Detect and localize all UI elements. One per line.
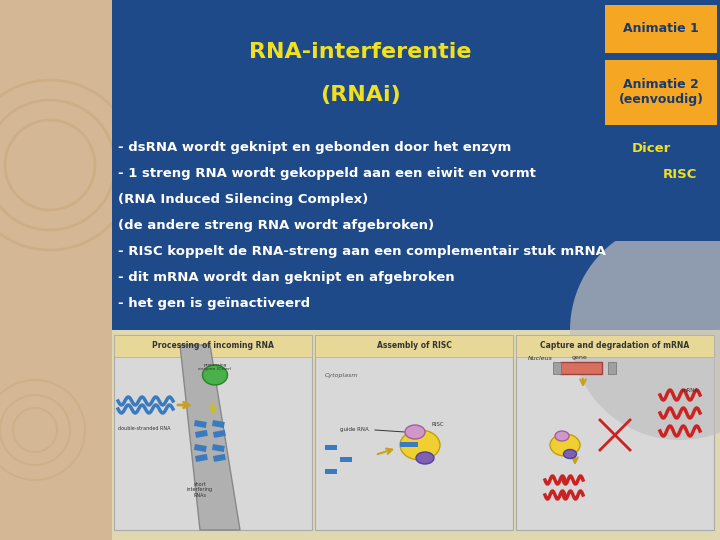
Bar <box>608 362 616 374</box>
Bar <box>213 454 226 462</box>
Text: Nucleus: Nucleus <box>528 355 553 361</box>
Ellipse shape <box>564 449 577 458</box>
Text: - dsRNA wordt geknipt en gebonden door het enzym: - dsRNA wordt geknipt en gebonden door h… <box>118 141 516 154</box>
Bar <box>195 430 208 438</box>
Bar <box>114 335 312 530</box>
Bar <box>325 469 337 474</box>
Bar <box>605 5 717 53</box>
Text: Processing of incoming RNA: Processing of incoming RNA <box>152 341 274 350</box>
Text: (RNAi): (RNAi) <box>320 85 400 105</box>
Bar <box>560 362 602 374</box>
Text: Dicer: Dicer <box>631 141 670 154</box>
Text: RISC: RISC <box>663 167 698 180</box>
Bar <box>325 445 337 450</box>
Bar <box>315 335 513 530</box>
Text: - 1 streng RNA wordt gekoppeld aan een eiwit en vormt: - 1 streng RNA wordt gekoppeld aan een e… <box>118 167 541 180</box>
Bar <box>400 442 418 447</box>
Text: (RNA Induced Silencing Complex): (RNA Induced Silencing Complex) <box>118 193 368 206</box>
Text: (de andere streng RNA wordt afgebroken): (de andere streng RNA wordt afgebroken) <box>118 219 434 233</box>
Bar <box>0 0 112 540</box>
Bar <box>194 444 207 452</box>
Bar <box>212 420 225 428</box>
Text: Assembly of RISC: Assembly of RISC <box>377 341 451 350</box>
Bar <box>195 454 208 462</box>
Bar <box>112 0 602 130</box>
Text: Animatie 1: Animatie 1 <box>623 23 699 36</box>
Bar <box>112 0 720 540</box>
Text: RISC: RISC <box>432 422 445 428</box>
Text: Cytoplasm: Cytoplasm <box>325 373 359 377</box>
Bar <box>112 330 720 540</box>
Bar <box>553 362 561 374</box>
Bar <box>516 335 714 357</box>
Bar <box>516 335 714 530</box>
Text: RNA-interferentie: RNA-interferentie <box>248 42 472 62</box>
Text: - RISC koppelt de RNA-streng aan een complementair stuk mRNA: - RISC koppelt de RNA-streng aan een com… <box>118 246 606 259</box>
Bar <box>340 457 352 462</box>
Bar <box>605 60 717 125</box>
Ellipse shape <box>400 430 440 460</box>
Bar <box>194 420 207 428</box>
Polygon shape <box>180 345 240 530</box>
Bar <box>212 444 225 452</box>
Text: short
interfering
RNAs: short interfering RNAs <box>187 482 213 498</box>
Text: mRNA: mRNA <box>681 388 698 393</box>
Ellipse shape <box>555 431 569 441</box>
Text: guide RNA: guide RNA <box>340 428 369 433</box>
Text: Capture and degradation of mRNA: Capture and degradation of mRNA <box>541 341 690 350</box>
Bar <box>315 335 513 357</box>
Text: Animatie 2
(eenvoudig): Animatie 2 (eenvoudig) <box>618 78 703 106</box>
Text: - dit mRNA wordt dan geknipt en afgebroken: - dit mRNA wordt dan geknipt en afgebrok… <box>118 272 454 285</box>
Bar <box>114 335 312 357</box>
Text: double-stranded RNA: double-stranded RNA <box>118 426 171 430</box>
Text: processing
enzyme (Dicer): processing enzyme (Dicer) <box>198 363 232 372</box>
Ellipse shape <box>202 365 228 385</box>
Ellipse shape <box>416 452 434 464</box>
Ellipse shape <box>550 434 580 456</box>
Ellipse shape <box>405 425 425 439</box>
Bar <box>213 430 226 438</box>
Text: - het gen is geïnactiveerd: - het gen is geïnactiveerd <box>118 298 310 310</box>
Text: gene: gene <box>572 355 588 361</box>
